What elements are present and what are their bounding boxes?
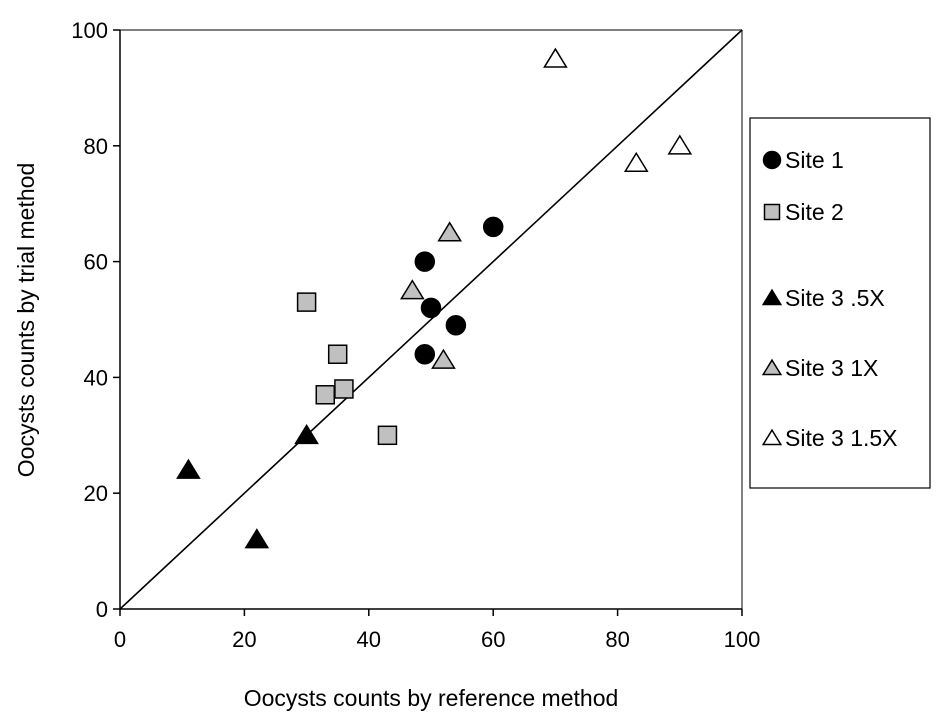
point-site-2 <box>298 293 316 311</box>
point-site-2 <box>378 426 396 444</box>
legend-label: Site 2 <box>785 199 844 225</box>
x-axis: 0 20 40 60 80 100 <box>114 609 760 652</box>
x-tick-label: 80 <box>605 627 629 652</box>
point-site-2 <box>335 380 353 398</box>
x-tick-label: 20 <box>232 627 256 652</box>
y-tick-label: 80 <box>84 134 108 159</box>
legend-marker <box>765 205 780 220</box>
point-site-1 <box>484 217 503 236</box>
y-tick-label: 100 <box>71 18 108 43</box>
x-tick-label: 40 <box>357 627 381 652</box>
legend-label: Site 3 1.5X <box>785 425 898 451</box>
y-axis: 0 20 40 60 80 100 <box>71 18 120 622</box>
legend: Site 1 Site 2 Site 3 .5X Site 3 1X Site 3 1.… <box>750 118 930 488</box>
point-site-1 <box>446 316 465 335</box>
x-tick-label: 60 <box>481 627 505 652</box>
y-tick-label: 40 <box>84 365 108 390</box>
point-site-1 <box>415 252 434 271</box>
y-tick-label: 0 <box>96 597 108 622</box>
y-tick-label: 60 <box>84 250 108 275</box>
x-axis-title: Oocysts counts by reference method <box>244 685 619 711</box>
point-site-1 <box>422 298 441 317</box>
point-site-1 <box>415 345 434 364</box>
y-tick-label: 20 <box>84 481 108 506</box>
legend-label: Site 1 <box>785 147 844 173</box>
x-tick-label: 0 <box>114 627 126 652</box>
legend-marker <box>764 152 781 169</box>
legend-label: Site 3 1X <box>785 355 878 381</box>
y-axis-title: Oocysts counts by trial method <box>13 163 39 477</box>
point-site-2 <box>329 345 347 363</box>
x-tick-label: 100 <box>724 627 761 652</box>
point-site-2 <box>316 386 334 404</box>
legend-label: Site 3 .5X <box>785 285 885 311</box>
